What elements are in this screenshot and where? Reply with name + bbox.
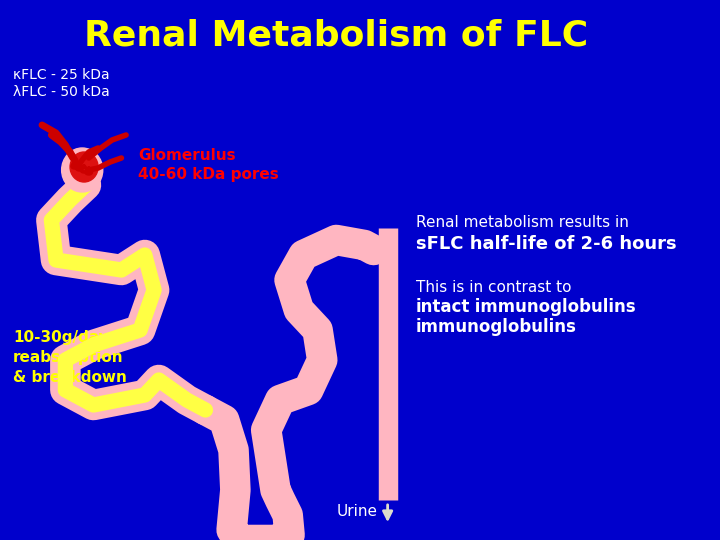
Text: λFLC - 50 kDa: λFLC - 50 kDa (13, 85, 110, 99)
Text: Urine: Urine (336, 504, 377, 519)
Text: Glomerulus
40-60 kDa pores: Glomerulus 40-60 kDa pores (138, 148, 279, 181)
Circle shape (62, 148, 103, 192)
Text: κFLC - 25 kDa: κFLC - 25 kDa (13, 68, 109, 82)
Text: Renal Metabolism of FLC: Renal Metabolism of FLC (84, 18, 588, 52)
Text: intact: intact (415, 298, 470, 316)
Text: Renal metabolism results in: Renal metabolism results in (415, 215, 629, 230)
Text: 10-30g/day
reabsorption
& breakdown: 10-30g/day reabsorption & breakdown (13, 330, 127, 384)
Text: immunoglobulins: immunoglobulins (469, 298, 636, 316)
Circle shape (70, 152, 98, 182)
Text: This is in contrast to: This is in contrast to (415, 280, 576, 295)
Text: sFLC half-life of 2-6 hours: sFLC half-life of 2-6 hours (415, 235, 676, 253)
Text: immunoglobulins: immunoglobulins (415, 318, 577, 336)
